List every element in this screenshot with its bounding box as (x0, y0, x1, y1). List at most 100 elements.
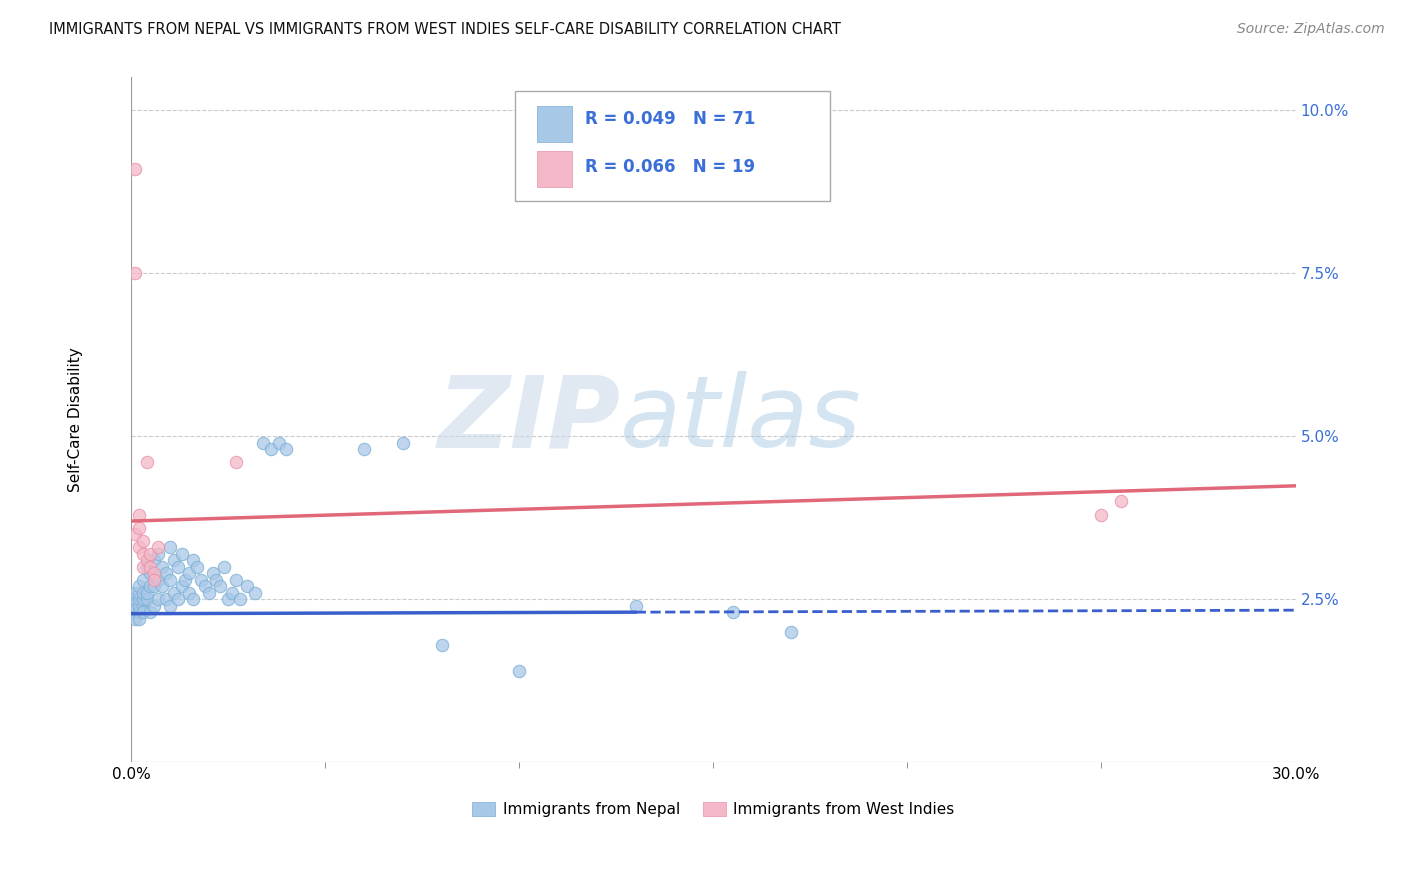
Point (225, 455, 247, 469)
Point (430, 638, 453, 652)
Point (143, 553, 166, 567)
Point (128, 606, 150, 620)
Point (163, 586, 186, 600)
Point (135, 592, 157, 607)
Text: R = 0.066   N = 19: R = 0.066 N = 19 (585, 158, 755, 176)
Point (174, 573, 197, 587)
Point (221, 586, 243, 600)
Point (124, 592, 146, 607)
Point (143, 573, 166, 587)
Text: ZIP: ZIP (437, 371, 620, 468)
Point (135, 559, 157, 574)
Point (139, 579, 162, 593)
Point (139, 606, 162, 620)
Point (1090, 508, 1112, 522)
Point (128, 599, 150, 613)
Point (508, 664, 530, 678)
Point (190, 573, 212, 587)
Point (148, 547, 170, 561)
Point (155, 592, 177, 607)
Point (166, 592, 188, 607)
Point (128, 540, 150, 554)
FancyBboxPatch shape (537, 152, 572, 187)
Point (131, 599, 153, 613)
Point (276, 442, 298, 457)
Point (131, 559, 153, 574)
Point (131, 533, 153, 548)
Point (128, 520, 150, 534)
Point (143, 579, 166, 593)
Point (139, 547, 162, 561)
Point (124, 266, 146, 280)
Point (236, 579, 259, 593)
Point (170, 579, 193, 593)
FancyBboxPatch shape (537, 106, 572, 142)
Text: IMMIGRANTS FROM NEPAL VS IMMIGRANTS FROM WEST INDIES SELF-CARE DISABILITY CORREL: IMMIGRANTS FROM NEPAL VS IMMIGRANTS FROM… (49, 22, 841, 37)
Point (124, 606, 146, 620)
Point (159, 573, 181, 587)
Point (159, 540, 181, 554)
Point (721, 606, 744, 620)
Point (170, 547, 193, 561)
Point (143, 599, 166, 613)
Point (197, 586, 219, 600)
Point (143, 566, 166, 581)
Point (128, 592, 150, 607)
Point (186, 559, 208, 574)
Point (139, 559, 162, 574)
Point (150, 579, 173, 593)
Point (131, 586, 153, 600)
FancyBboxPatch shape (516, 91, 830, 201)
Point (624, 599, 647, 613)
Point (128, 612, 150, 626)
Point (209, 579, 232, 593)
Point (148, 573, 170, 587)
Point (163, 553, 186, 567)
Point (245, 586, 267, 600)
Point (194, 579, 217, 593)
Point (267, 435, 290, 450)
Point (391, 435, 413, 450)
Point (159, 599, 181, 613)
Point (131, 573, 153, 587)
Point (128, 586, 150, 600)
Point (353, 442, 375, 457)
Point (148, 540, 170, 554)
Text: atlas: atlas (620, 371, 862, 468)
Point (260, 442, 283, 457)
Point (212, 559, 235, 574)
Point (131, 592, 153, 607)
Point (217, 592, 239, 607)
Point (1109, 494, 1132, 508)
Point (201, 566, 224, 581)
Point (225, 573, 247, 587)
Point (124, 527, 146, 541)
Point (229, 592, 252, 607)
Point (181, 592, 204, 607)
Point (179, 586, 201, 600)
Text: R = 0.049   N = 71: R = 0.049 N = 71 (585, 110, 755, 128)
Point (124, 612, 146, 626)
Text: Source: ZipAtlas.com: Source: ZipAtlas.com (1237, 22, 1385, 37)
Point (124, 599, 146, 613)
Point (150, 559, 173, 574)
Point (131, 606, 153, 620)
Point (181, 553, 204, 567)
Point (128, 508, 150, 522)
Text: Self-Care Disability: Self-Care Disability (67, 348, 83, 492)
Point (124, 161, 146, 176)
Point (124, 586, 146, 600)
Point (780, 624, 803, 639)
Legend: Immigrants from Nepal, Immigrants from West Indies: Immigrants from Nepal, Immigrants from W… (465, 796, 960, 823)
Point (139, 566, 162, 581)
Point (128, 579, 150, 593)
Point (166, 559, 188, 574)
Point (131, 547, 153, 561)
Point (179, 566, 201, 581)
Point (252, 435, 274, 450)
Point (155, 566, 177, 581)
Point (205, 573, 228, 587)
Point (135, 586, 157, 600)
Point (135, 455, 157, 469)
Point (135, 553, 157, 567)
